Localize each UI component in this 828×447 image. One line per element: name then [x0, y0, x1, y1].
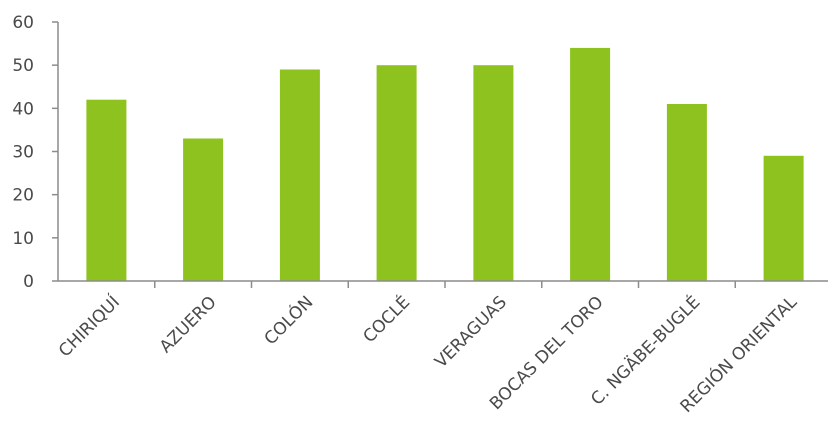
- bar: [86, 99, 127, 281]
- bar: [376, 65, 417, 281]
- bars: [86, 47, 804, 282]
- x-tick-label: VERAGUAS: [431, 292, 511, 372]
- y-tick-label: 0: [23, 272, 34, 292]
- axes: [57, 22, 828, 282]
- y-tick-label: 40: [12, 99, 34, 119]
- bar: [570, 47, 611, 282]
- x-tick-label: COLÓN: [259, 291, 317, 349]
- bar: [473, 65, 514, 281]
- y-tick-label: 10: [12, 229, 34, 249]
- bar: [279, 69, 320, 281]
- x-tick-label: AZUERO: [156, 292, 221, 357]
- y-axis-ticks: 0 10 20 30 40 50 60: [12, 13, 58, 292]
- bar: [183, 138, 224, 281]
- x-tick-label: COCLÉ: [358, 291, 414, 347]
- bar: [763, 155, 804, 281]
- y-tick-label: 20: [12, 186, 34, 206]
- bar: [666, 104, 707, 281]
- x-tick-label: CHIRIQUÍ: [54, 291, 124, 361]
- x-axis-ticks: [154, 281, 736, 288]
- y-tick-label: 60: [12, 13, 34, 33]
- y-tick-label: 50: [12, 56, 34, 76]
- y-tick-label: 30: [12, 143, 34, 163]
